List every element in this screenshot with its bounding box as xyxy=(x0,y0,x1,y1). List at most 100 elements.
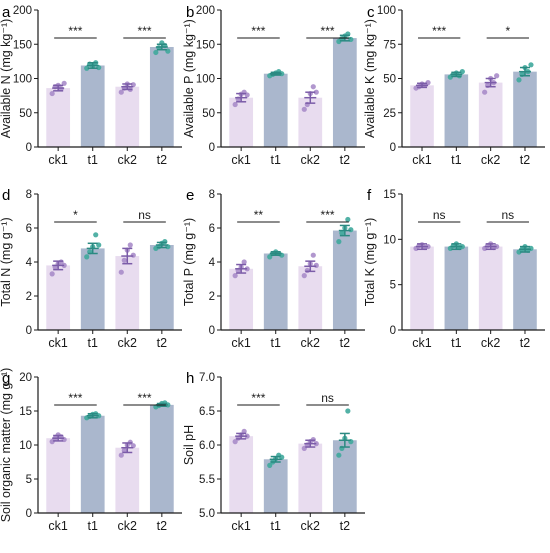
point-b-ck1 xyxy=(232,101,238,108)
point-e-ck2 xyxy=(310,252,316,258)
x-tick-label-f: ck1 xyxy=(412,336,432,350)
sig-label-g: *** xyxy=(138,391,152,405)
sig-label-b: *** xyxy=(321,24,335,38)
point-d-t1 xyxy=(84,254,90,260)
sig-label-a: *** xyxy=(68,24,82,38)
point-b-ck2 xyxy=(301,106,307,112)
point-g-ck2 xyxy=(118,452,124,458)
panel-d: d 0 2 4 6 8 ck1 t1 ck2 t2 Total N (mg g⁻¹) * ns xyxy=(0,187,182,350)
sig-label-h: ns xyxy=(321,391,334,405)
bar-h-t2 xyxy=(332,440,357,513)
panel-f-label: f xyxy=(367,187,372,204)
y-axis-label-d: Total N (mg g⁻¹) xyxy=(0,217,13,306)
bar-a-t1 xyxy=(80,65,105,147)
bar-c-t2 xyxy=(513,71,537,147)
y-tick-label-g: 0 xyxy=(26,508,32,520)
y-tick-label-b: 200 xyxy=(196,5,215,17)
bar-e-ck1 xyxy=(229,268,254,330)
bar-g-t2 xyxy=(149,404,174,513)
bar-a-t2 xyxy=(149,46,174,147)
y-tick-label-e: 4 xyxy=(209,257,216,269)
sig-label-d: * xyxy=(73,208,78,222)
x-tick-label-e: ck2 xyxy=(301,336,321,350)
point-b-ck2 xyxy=(310,84,316,90)
x-tick-label-a: t2 xyxy=(157,153,167,167)
panel-g-label: g xyxy=(2,370,10,387)
bar-g-ck2 xyxy=(115,447,140,513)
y-tick-label-d: 4 xyxy=(26,257,33,269)
bar-h-ck1 xyxy=(229,436,254,513)
point-c-ck2 xyxy=(494,73,500,79)
y-tick-label-f: 10 xyxy=(383,234,396,246)
bar-d-ck1 xyxy=(46,265,71,330)
y-tick-label-b: 50 xyxy=(202,108,215,120)
bar-f-t2 xyxy=(513,249,537,330)
x-tick-label-d: ck1 xyxy=(48,336,68,350)
y-tick-label-b: 0 xyxy=(209,142,215,154)
point-d-ck2 xyxy=(121,257,127,263)
y-tick-label-b: 100 xyxy=(196,74,215,86)
x-tick-label-a: ck1 xyxy=(48,153,68,167)
point-e-ck1 xyxy=(232,273,238,279)
point-a-ck1 xyxy=(49,90,55,97)
panel-c-label: c xyxy=(367,4,375,21)
y-tick-label-c: 100 xyxy=(377,5,396,17)
y-tick-label-a: 200 xyxy=(13,5,32,17)
x-tick-label-d: t1 xyxy=(88,336,98,350)
point-e-ck1 xyxy=(241,259,247,265)
panel-e-label: e xyxy=(186,187,194,204)
x-tick-label-b: ck2 xyxy=(301,153,321,167)
point-h-t2 xyxy=(345,408,351,414)
point-h-t2 xyxy=(336,452,342,458)
x-tick-label-c: t1 xyxy=(451,153,461,167)
sig-label-f: ns xyxy=(501,208,514,222)
y-tick-label-d: 2 xyxy=(26,291,32,303)
bar-f-ck2 xyxy=(478,246,503,330)
bar-f-ck1 xyxy=(410,246,434,330)
y-tick-label-h: 6.0 xyxy=(199,440,215,452)
x-tick-label-h: ck1 xyxy=(231,519,251,533)
bar-c-ck2 xyxy=(478,82,503,147)
bar-d-t2 xyxy=(149,245,174,330)
bar-b-ck2 xyxy=(298,97,323,147)
point-d-t1 xyxy=(93,232,99,238)
bar-g-t1 xyxy=(80,415,105,513)
point-d-t2 xyxy=(162,239,168,245)
bar-e-t1 xyxy=(263,253,288,330)
y-axis-label-h: Soil pH xyxy=(182,425,196,465)
point-b-ck2 xyxy=(313,89,319,95)
bar-d-t1 xyxy=(80,248,105,330)
x-tick-label-d: t2 xyxy=(157,336,167,350)
y-tick-label-e: 2 xyxy=(209,291,215,303)
bar-h-ck2 xyxy=(298,443,323,513)
sig-label-c: *** xyxy=(432,24,446,38)
y-tick-label-a: 0 xyxy=(26,142,32,154)
x-tick-label-b: t2 xyxy=(340,153,350,167)
y-axis-label-b: Available P (mg kg⁻¹) xyxy=(182,19,196,138)
x-tick-label-c: t2 xyxy=(520,153,530,167)
x-tick-label-g: ck1 xyxy=(48,519,68,533)
y-tick-label-c: 50 xyxy=(383,74,396,86)
y-tick-label-g: 20 xyxy=(19,372,32,384)
bar-c-ck1 xyxy=(410,85,434,147)
x-tick-label-b: ck1 xyxy=(231,153,251,167)
bar-b-t2 xyxy=(332,38,357,147)
bar-h-t1 xyxy=(263,459,288,513)
point-h-t1 xyxy=(267,462,273,468)
point-h-ck1 xyxy=(232,439,238,445)
point-d-ck2 xyxy=(127,242,133,248)
x-tick-label-c: ck2 xyxy=(481,153,501,167)
point-e-ck2 xyxy=(301,273,307,279)
point-a-ck1 xyxy=(61,80,67,86)
y-tick-label-g: 15 xyxy=(19,406,32,418)
point-e-t2 xyxy=(339,230,345,236)
panel-a: a 0 50 100 150 200 ck1 t1 ck2 t2 Available N (mg k… xyxy=(0,4,182,167)
sig-label-a: *** xyxy=(138,24,152,38)
y-tick-label-f: 5 xyxy=(390,280,396,292)
point-a-t2 xyxy=(153,49,159,56)
point-d-ck2 xyxy=(118,269,124,275)
point-c-t2 xyxy=(528,62,534,68)
panel-c: c 0 25 50 75 100 ck1 t1 ck2 t2 Available K (mg kg⁻… xyxy=(363,4,545,167)
sig-label-b: *** xyxy=(251,24,265,38)
bar-b-ck1 xyxy=(229,97,254,147)
